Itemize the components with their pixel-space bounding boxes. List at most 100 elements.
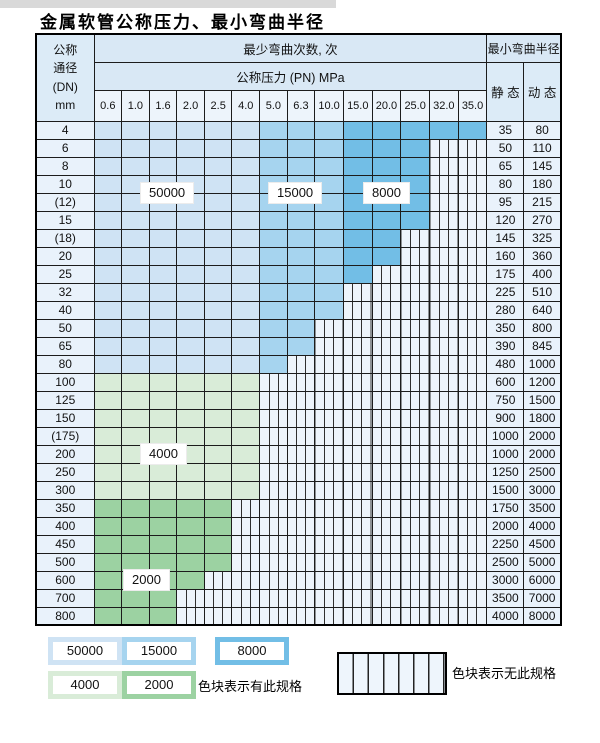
pn-no-spec-cell <box>429 588 459 608</box>
pn-spec-cell <box>148 318 178 338</box>
pn-no-spec-cell <box>259 588 288 608</box>
pn-no-spec-cell <box>429 426 459 446</box>
pn-spec-cell <box>231 156 261 176</box>
static-radius-cell: 1000 <box>486 426 525 446</box>
static-radius-cell: 95 <box>486 192 525 212</box>
static-radius-cell: 175 <box>486 264 525 284</box>
pn-spec-cell <box>286 300 316 320</box>
pn-no-spec-cell <box>429 570 459 590</box>
pn-no-spec-cell <box>457 156 488 176</box>
pn-spec-cell <box>203 192 233 212</box>
pn-spec-cell <box>203 246 233 266</box>
pn-no-spec-cell <box>400 246 430 266</box>
pn-no-spec-cell <box>400 606 430 626</box>
pn-spec-cell <box>93 138 123 158</box>
pn-no-spec-cell <box>429 354 459 374</box>
pn-spec-cell <box>203 444 233 464</box>
dynamic-radius-cell: 110 <box>523 138 562 158</box>
pn-no-spec-cell <box>314 354 344 374</box>
table-row: 15 120 270 <box>35 210 562 230</box>
dn-cell: 600 <box>35 570 95 590</box>
pn-spec-cell <box>121 228 150 248</box>
pn-no-spec-cell <box>429 516 459 536</box>
pn-no-spec-cell <box>342 300 373 320</box>
pn-spec-cell <box>148 426 178 446</box>
pn-no-spec-cell <box>400 318 430 338</box>
pn-no-spec-cell <box>400 336 430 356</box>
static-radius-cell: 900 <box>486 408 525 428</box>
pn-spec-cell <box>259 264 288 284</box>
pn-no-spec-cell <box>342 282 373 302</box>
pn-spec-cell <box>259 318 288 338</box>
pn-no-spec-cell <box>457 210 488 230</box>
page-top-strip <box>0 0 336 8</box>
pn-spec-cell <box>231 372 261 392</box>
pn-spec-cell <box>231 246 261 266</box>
pn-spec-cell <box>400 156 430 176</box>
dn-cell: 6 <box>35 138 95 158</box>
pn-no-spec-cell <box>457 318 488 338</box>
static-radius-cell: 3000 <box>486 570 525 590</box>
pn-spec-cell <box>342 120 373 140</box>
pn-no-spec-cell <box>400 426 430 446</box>
pn-spec-cell <box>203 462 233 482</box>
pn-spec-cell <box>203 516 233 536</box>
dn-cell: 500 <box>35 552 95 572</box>
pn-spec-cell <box>286 264 316 284</box>
pn-no-spec-cell <box>457 534 488 554</box>
pn-column-header: 2.0 <box>176 89 205 122</box>
pn-no-spec-cell <box>342 426 373 446</box>
static-radius-cell: 35 <box>486 120 525 140</box>
pn-no-spec-cell <box>457 264 488 284</box>
dynamic-radius-cell: 3500 <box>523 498 562 518</box>
pn-no-spec-cell <box>429 462 459 482</box>
pn-spec-cell <box>121 336 150 356</box>
grid-label-15000: 15000 <box>269 183 322 203</box>
pn-spec-cell <box>121 138 150 158</box>
legend-swatch-label: 15000 <box>127 642 191 660</box>
pn-no-spec-cell <box>259 606 288 626</box>
legend-swatch-label: 50000 <box>53 642 117 660</box>
pn-no-spec-cell <box>203 570 233 590</box>
pn-spec-cell <box>93 534 123 554</box>
pn-spec-cell <box>176 426 205 446</box>
table-row: 300 1500 3000 <box>35 480 562 500</box>
pn-no-spec-cell <box>231 552 261 572</box>
pn-spec-cell <box>286 318 316 338</box>
pn-spec-cell <box>148 156 178 176</box>
pn-spec-cell <box>176 408 205 428</box>
pn-spec-cell <box>176 372 205 392</box>
pn-column-header: 32.0 <box>429 89 459 122</box>
legend-swatch-4000: 4000 <box>48 671 122 699</box>
pn-spec-cell <box>342 210 373 230</box>
pn-no-spec-cell <box>457 354 488 374</box>
pn-no-spec-cell <box>429 210 459 230</box>
pn-spec-cell <box>231 426 261 446</box>
dn-cell: 10 <box>35 174 95 194</box>
pn-spec-cell <box>286 156 316 176</box>
pn-no-spec-cell <box>371 444 402 464</box>
table-row: 150 900 1800 <box>35 408 562 428</box>
dn-cell: 20 <box>35 246 95 266</box>
dynamic-column-header: 动 态 <box>523 61 562 122</box>
pn-spec-cell <box>231 210 261 230</box>
pn-no-spec-cell <box>286 390 316 410</box>
pn-spec-cell <box>314 246 344 266</box>
static-radius-cell: 1750 <box>486 498 525 518</box>
pn-no-spec-cell <box>371 354 402 374</box>
pn-no-spec-cell <box>457 138 488 158</box>
pn-spec-cell <box>93 390 123 410</box>
pn-no-spec-cell <box>176 588 205 608</box>
dn-cell: 700 <box>35 588 95 608</box>
pn-no-spec-cell <box>400 354 430 374</box>
pn-no-spec-cell <box>314 408 344 428</box>
pn-spec-cell <box>429 120 459 140</box>
pn-no-spec-cell <box>286 552 316 572</box>
pn-no-spec-cell <box>314 552 344 572</box>
pn-no-spec-cell <box>371 570 402 590</box>
pn-spec-cell <box>203 282 233 302</box>
pn-spec-cell <box>371 138 402 158</box>
pn-spec-cell <box>314 300 344 320</box>
pn-no-spec-cell <box>371 516 402 536</box>
pn-no-spec-cell <box>371 372 402 392</box>
